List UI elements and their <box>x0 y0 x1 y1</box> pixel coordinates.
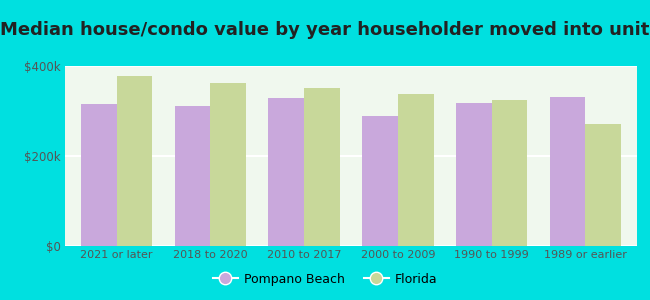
Bar <box>268 98 304 246</box>
Bar <box>491 100 527 246</box>
Bar <box>116 76 152 246</box>
Bar <box>456 103 491 246</box>
Legend: Pompano Beach, Florida: Pompano Beach, Florida <box>207 268 443 291</box>
Bar <box>398 94 434 246</box>
Bar <box>304 88 340 246</box>
Bar <box>550 97 586 246</box>
Bar <box>211 83 246 246</box>
Bar <box>586 124 621 246</box>
Bar <box>362 116 398 246</box>
Text: Median house/condo value by year householder moved into unit: Median house/condo value by year househo… <box>0 21 650 39</box>
Bar <box>175 106 211 246</box>
Bar <box>81 104 116 246</box>
